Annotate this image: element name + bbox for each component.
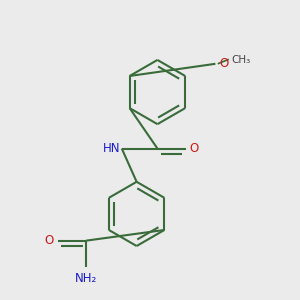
Text: O: O: [190, 142, 199, 155]
Text: HN: HN: [103, 142, 120, 155]
Text: O: O: [219, 57, 228, 70]
Text: NH₂: NH₂: [75, 272, 97, 285]
Text: CH₃: CH₃: [232, 55, 251, 65]
Text: O: O: [45, 234, 54, 247]
